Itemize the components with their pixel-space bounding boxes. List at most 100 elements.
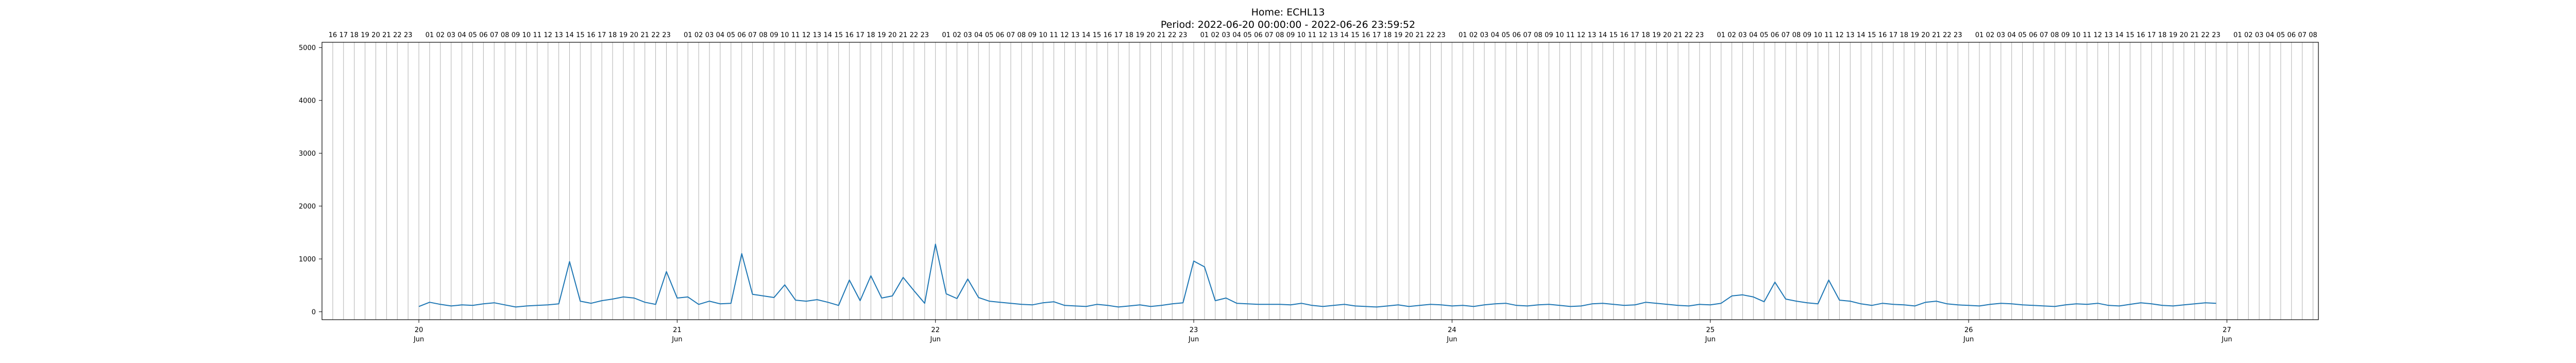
- hour-tick-label: 15: [2126, 31, 2134, 39]
- hour-tick-label: 18: [1641, 31, 1650, 39]
- hour-tick-label: 02: [2244, 31, 2253, 39]
- chart-subtitle: Period: 2022-06-20 00:00:00 - 2022-06-26…: [1161, 19, 1415, 30]
- hour-tick-label: 22: [2201, 31, 2210, 39]
- hour-grid: [332, 42, 2314, 320]
- hour-tick-label: 18: [1125, 31, 1133, 39]
- hour-tick-label: 22: [1943, 31, 1952, 39]
- hour-tick-label: 17: [856, 31, 865, 39]
- hour-tick-label: 21: [2190, 31, 2199, 39]
- hour-tick-label: 03: [1480, 31, 1489, 39]
- hour-tick-label: 21: [1932, 31, 1941, 39]
- hour-tick-label: 12: [1577, 31, 1586, 39]
- hour-tick-label: 13: [1846, 31, 1855, 39]
- hour-tick-label: 03: [1996, 31, 2005, 39]
- hour-tick-label: 09: [770, 31, 778, 39]
- hour-tick-label: 16: [329, 31, 337, 39]
- hour-tick-label: 07: [748, 31, 757, 39]
- hour-tick-label: 03: [2255, 31, 2264, 39]
- hour-tick-label: 07: [2298, 31, 2307, 39]
- hour-tick-label: 18: [1383, 31, 1392, 39]
- hour-labels: 16 17 18 19 20 21 22 23 01 02 03 04 05 06 07 08 09 10 11 12…: [329, 31, 2317, 39]
- hour-tick-label: 04: [716, 31, 725, 39]
- hour-tick-label: 19: [1652, 31, 1661, 39]
- hour-tick-label: 10: [522, 31, 531, 39]
- hour-tick-label: 06: [1512, 31, 1521, 39]
- hour-tick-label: 20: [1146, 31, 1155, 39]
- hour-tick-label: 04: [2266, 31, 2275, 39]
- y-tick-label: 2000: [299, 203, 316, 211]
- hour-tick-label: 17: [1372, 31, 1381, 39]
- hour-tick-label: 01: [942, 31, 951, 39]
- x-tick-label-month: Jun: [930, 336, 941, 343]
- hour-tick-label: 18: [1900, 31, 1908, 39]
- hour-tick-label: 07: [1782, 31, 1790, 39]
- y-tick-label: 3000: [299, 150, 316, 158]
- hour-tick-label: 11: [2083, 31, 2092, 39]
- hour-tick-label: 18: [350, 31, 359, 39]
- hour-tick-label: 19: [1394, 31, 1403, 39]
- hour-tick-label: 23: [1954, 31, 1962, 39]
- hour-tick-label: 12: [2093, 31, 2102, 39]
- hour-tick-label: 01: [1717, 31, 1725, 39]
- hour-tick-label: 01: [1200, 31, 1209, 39]
- hour-tick-label: 17: [598, 31, 606, 39]
- x-tick-label-month: Jun: [671, 336, 682, 343]
- hour-tick-label: 18: [867, 31, 875, 39]
- hour-tick-label: 22: [1168, 31, 1177, 39]
- hour-tick-label: 20: [1921, 31, 1930, 39]
- hour-tick-label: 09: [512, 31, 520, 39]
- hour-tick-label: 17: [1889, 31, 1898, 39]
- hour-tick-label: 09: [2061, 31, 2070, 39]
- x-tick-label-day: 27: [2223, 326, 2231, 334]
- hour-tick-label: 02: [1211, 31, 1220, 39]
- x-tick-label-month: Jun: [1446, 336, 1457, 343]
- hour-tick-label: 19: [619, 31, 628, 39]
- x-tick-label-day: 21: [673, 326, 682, 334]
- hour-tick-label: 15: [1351, 31, 1360, 39]
- hour-tick-label: 22: [651, 31, 660, 39]
- x-tick-label-day: 23: [1190, 326, 1198, 334]
- hour-tick-label: 04: [457, 31, 466, 39]
- hour-tick-label: 21: [1157, 31, 1166, 39]
- hour-tick-label: 14: [1340, 31, 1349, 39]
- series-line: [418, 243, 2216, 308]
- hour-tick-label: 04: [974, 31, 983, 39]
- hour-tick-label: 22: [910, 31, 919, 39]
- hour-tick-label: 04: [2007, 31, 2016, 39]
- hour-tick-label: 04: [1491, 31, 1500, 39]
- hour-tick-label: 02: [1727, 31, 1736, 39]
- x-tick-label-day: 22: [931, 326, 940, 334]
- hour-tick-label: 06: [996, 31, 1005, 39]
- hour-tick-label: 17: [1631, 31, 1639, 39]
- hour-tick-label: 19: [877, 31, 886, 39]
- hour-tick-label: 02: [694, 31, 703, 39]
- hour-tick-label: 06: [737, 31, 746, 39]
- hour-tick-label: 10: [781, 31, 789, 39]
- hour-tick-label: 07: [490, 31, 499, 39]
- hour-tick-label: 21: [899, 31, 908, 39]
- hour-tick-label: 08: [2050, 31, 2059, 39]
- hour-tick-label: 12: [1060, 31, 1069, 39]
- hour-tick-label: 10: [1555, 31, 1564, 39]
- hour-tick-label: 09: [1803, 31, 1811, 39]
- hour-tick-label: 20: [888, 31, 897, 39]
- hour-tick-label: 23: [1179, 31, 1188, 39]
- hour-tick-label: 03: [705, 31, 714, 39]
- hour-tick-label: 07: [1523, 31, 1532, 39]
- axes-frame: [321, 42, 2319, 320]
- hour-tick-label: 15: [1868, 31, 1876, 39]
- hour-tick-label: 15: [1093, 31, 1101, 39]
- hour-tick-label: 07: [1265, 31, 1274, 39]
- hour-tick-label: 14: [1599, 31, 1607, 39]
- hour-tick-label: 15: [576, 31, 585, 39]
- hour-tick-label: 14: [824, 31, 833, 39]
- hour-tick-label: 22: [393, 31, 402, 39]
- hour-tick-label: 12: [802, 31, 811, 39]
- x-tick-label-day: 25: [1706, 326, 1715, 334]
- hour-tick-label: 22: [1685, 31, 1693, 39]
- hour-tick-label: 02: [1986, 31, 1995, 39]
- hour-tick-label: 11: [1308, 31, 1317, 39]
- hour-tick-label: 10: [1814, 31, 1822, 39]
- hour-tick-label: 16: [587, 31, 596, 39]
